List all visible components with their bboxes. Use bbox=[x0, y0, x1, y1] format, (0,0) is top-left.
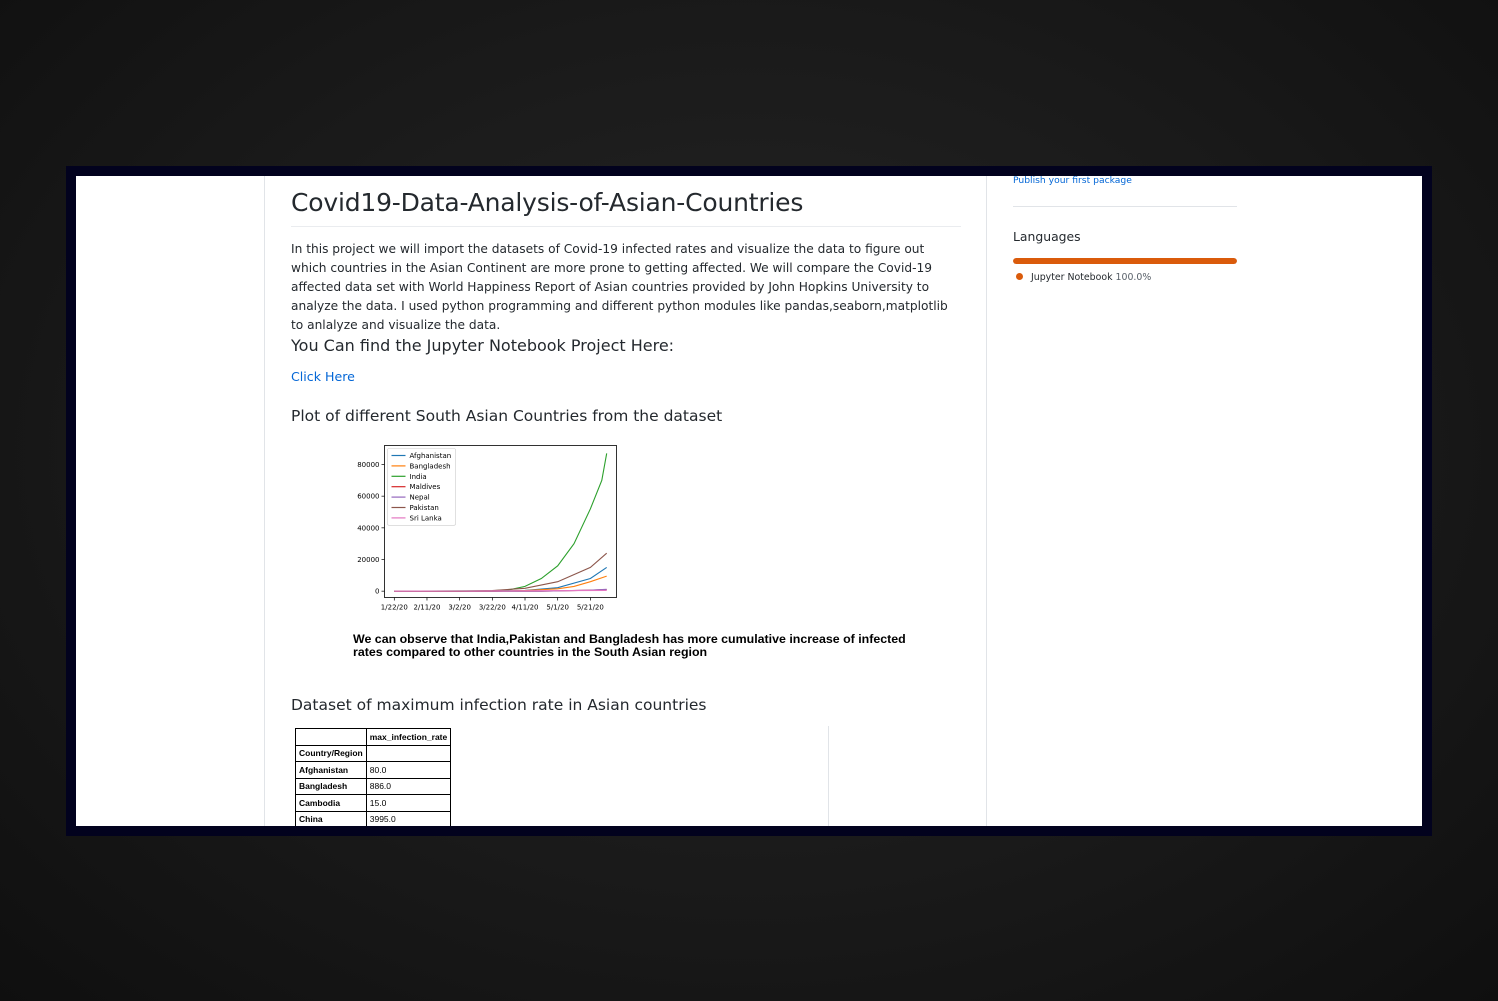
page-title: Covid19-Data-Analysis-of-Asian-Countries bbox=[291, 188, 804, 217]
plot-heading: Plot of different South Asian Countries … bbox=[291, 407, 723, 425]
y-tick-label: 80000 bbox=[357, 461, 379, 469]
project-description: In this project we will import the datas… bbox=[291, 242, 948, 332]
legend-label: Sri Lanka bbox=[410, 514, 442, 522]
country-cell: Bangladesh bbox=[295, 777, 367, 795]
index-header: Country/Region bbox=[295, 744, 367, 762]
infection-rate-table: max_infection_rate Country/Region Afghan… bbox=[295, 728, 452, 826]
legend-label: India bbox=[410, 473, 427, 481]
table-row: Cambodia 15.0 bbox=[295, 794, 452, 812]
language-item[interactable]: Jupyter Notebook 100.0% bbox=[1013, 272, 1151, 283]
y-tick-label: 40000 bbox=[357, 524, 379, 532]
x-tick-label: 1/22/20 bbox=[381, 604, 408, 612]
browser-viewport: Covid19-Data-Analysis-of-Asian-Countries… bbox=[76, 176, 1422, 826]
x-tick-label: 4/11/20 bbox=[512, 604, 539, 612]
y-tick-label: 0 bbox=[375, 588, 379, 596]
dataset-table-container: max_infection_rate Country/Region Afghan… bbox=[291, 726, 829, 826]
language-bar-fill bbox=[1013, 258, 1237, 264]
covid-line-chart: 0 20000 40000 60000 80000 1/22/20 2/11/20 3/2/… bbox=[357, 445, 617, 612]
series-line bbox=[394, 589, 607, 592]
table-corner-cell bbox=[295, 728, 367, 746]
value-cell: 80.0 bbox=[365, 761, 452, 779]
empty-cell bbox=[365, 744, 452, 762]
notebook-heading: You Can find the Jupyter Notebook Projec… bbox=[291, 336, 675, 355]
table-row: China 3995.0 bbox=[295, 810, 452, 826]
y-tick-label: 60000 bbox=[357, 493, 379, 501]
y-tick-label: 20000 bbox=[357, 556, 379, 564]
x-tick-label: 3/2/20 bbox=[448, 604, 471, 612]
index-header-row: Country/Region bbox=[295, 744, 452, 762]
publish-package-link[interactable]: Publish your first package bbox=[1013, 176, 1132, 186]
country-cell: Cambodia bbox=[295, 794, 367, 812]
layout-divider-right bbox=[986, 176, 987, 826]
language-percent: 100.0% bbox=[1115, 272, 1152, 283]
legend-label: Maldives bbox=[410, 483, 441, 491]
notebook-link[interactable]: Click Here bbox=[291, 369, 355, 384]
column-header: max_infection_rate bbox=[365, 728, 452, 746]
language-color-dot-icon bbox=[1016, 273, 1023, 280]
language-name: Jupyter Notebook bbox=[1031, 272, 1113, 283]
x-tick-label: 2/11/20 bbox=[413, 604, 440, 612]
x-tick-label: 5/21/20 bbox=[577, 604, 604, 612]
legend-label: Bangladesh bbox=[410, 462, 451, 470]
legend-label: Nepal bbox=[410, 494, 430, 502]
legend-label: Pakistan bbox=[410, 504, 439, 512]
dataset-heading: Dataset of maximum infection rate in Asi… bbox=[291, 696, 707, 714]
table-row: Afghanistan 80.0 bbox=[295, 761, 452, 779]
value-cell: 3995.0 bbox=[365, 810, 452, 826]
country-cell: Afghanistan bbox=[295, 761, 367, 779]
value-cell: 886.0 bbox=[365, 777, 452, 795]
language-bar[interactable] bbox=[1013, 258, 1237, 264]
title-divider bbox=[291, 226, 961, 227]
x-tick-label: 3/22/20 bbox=[479, 604, 506, 612]
value-cell: 15.0 bbox=[365, 794, 452, 812]
x-tick-label: 5/1/20 bbox=[546, 604, 569, 612]
table-header-row: max_infection_rate bbox=[295, 728, 452, 746]
languages-heading: Languages bbox=[1013, 229, 1081, 244]
legend-label: Afghanistan bbox=[410, 452, 452, 460]
legend-box bbox=[387, 448, 456, 526]
sidebar-divider bbox=[1013, 206, 1237, 207]
observation-text: We can observe that India,Pakistan and B… bbox=[353, 632, 906, 659]
country-cell: China bbox=[295, 810, 367, 826]
layout-divider-left bbox=[264, 176, 265, 826]
table-row: Bangladesh 886.0 bbox=[295, 777, 452, 795]
